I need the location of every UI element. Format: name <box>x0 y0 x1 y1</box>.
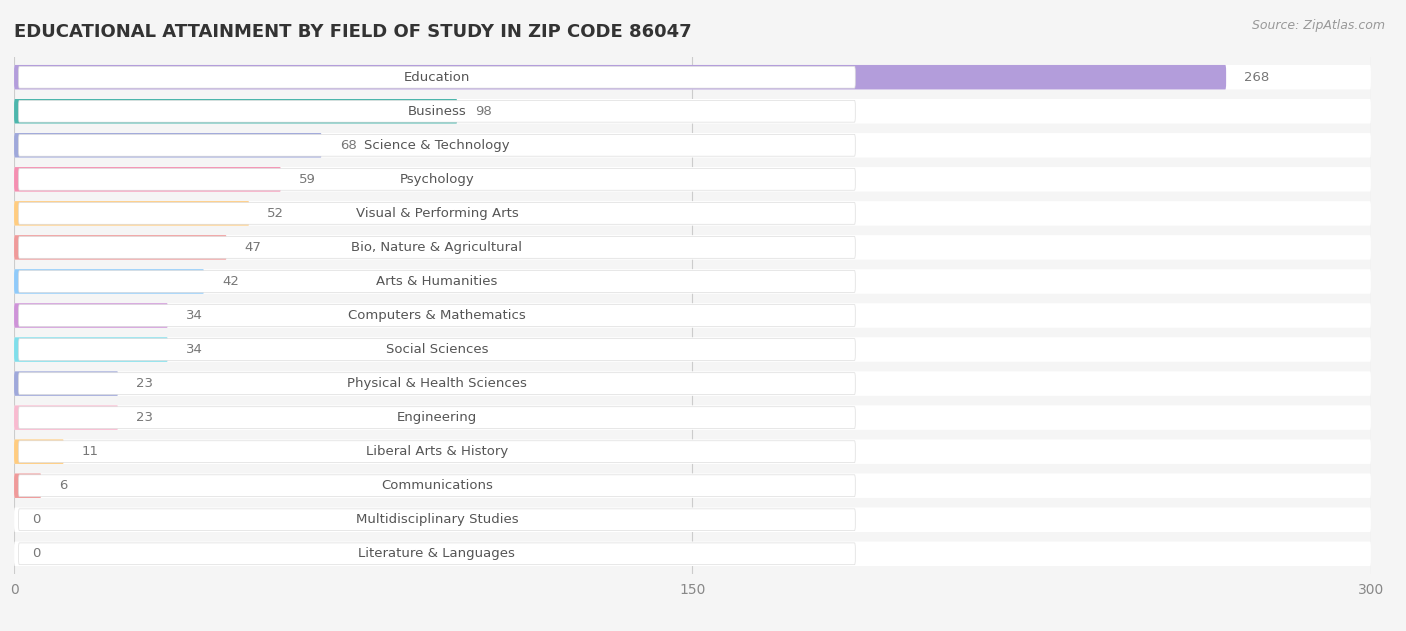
FancyBboxPatch shape <box>14 439 1371 464</box>
FancyBboxPatch shape <box>14 405 118 430</box>
FancyBboxPatch shape <box>14 99 457 124</box>
FancyBboxPatch shape <box>14 65 1371 90</box>
FancyBboxPatch shape <box>14 473 1371 498</box>
Text: Physical & Health Sciences: Physical & Health Sciences <box>347 377 527 390</box>
FancyBboxPatch shape <box>18 100 855 122</box>
FancyBboxPatch shape <box>14 99 1371 124</box>
FancyBboxPatch shape <box>18 134 855 156</box>
FancyBboxPatch shape <box>14 371 118 396</box>
Text: Communications: Communications <box>381 479 494 492</box>
FancyBboxPatch shape <box>14 405 1371 430</box>
FancyBboxPatch shape <box>14 338 1371 362</box>
FancyBboxPatch shape <box>14 269 1371 293</box>
FancyBboxPatch shape <box>14 133 1371 158</box>
Text: Education: Education <box>404 71 470 84</box>
Text: 98: 98 <box>475 105 492 118</box>
FancyBboxPatch shape <box>18 373 855 394</box>
FancyBboxPatch shape <box>18 237 855 258</box>
Text: Arts & Humanities: Arts & Humanities <box>377 275 498 288</box>
Text: 23: 23 <box>136 377 153 390</box>
FancyBboxPatch shape <box>18 271 855 292</box>
Text: Multidisciplinary Studies: Multidisciplinary Studies <box>356 513 519 526</box>
Text: 0: 0 <box>32 513 41 526</box>
FancyBboxPatch shape <box>18 168 855 190</box>
FancyBboxPatch shape <box>14 304 1371 327</box>
Text: Bio, Nature & Agricultural: Bio, Nature & Agricultural <box>352 241 523 254</box>
Text: 11: 11 <box>82 445 98 458</box>
Text: 59: 59 <box>299 173 316 186</box>
FancyBboxPatch shape <box>18 475 855 497</box>
Text: Engineering: Engineering <box>396 411 477 424</box>
FancyBboxPatch shape <box>14 473 41 498</box>
FancyBboxPatch shape <box>14 541 1371 566</box>
FancyBboxPatch shape <box>14 201 1371 226</box>
Text: 68: 68 <box>340 139 357 152</box>
Text: Literature & Languages: Literature & Languages <box>359 547 516 560</box>
FancyBboxPatch shape <box>14 269 204 293</box>
Text: 6: 6 <box>59 479 67 492</box>
Text: 268: 268 <box>1244 71 1270 84</box>
Text: Liberal Arts & History: Liberal Arts & History <box>366 445 508 458</box>
FancyBboxPatch shape <box>18 509 855 531</box>
FancyBboxPatch shape <box>14 167 281 192</box>
Text: Social Sciences: Social Sciences <box>385 343 488 356</box>
FancyBboxPatch shape <box>14 167 1371 192</box>
Text: Source: ZipAtlas.com: Source: ZipAtlas.com <box>1251 19 1385 32</box>
Text: Science & Technology: Science & Technology <box>364 139 510 152</box>
FancyBboxPatch shape <box>18 407 855 428</box>
FancyBboxPatch shape <box>14 201 249 226</box>
FancyBboxPatch shape <box>14 371 1371 396</box>
Text: 23: 23 <box>136 411 153 424</box>
Text: Computers & Mathematics: Computers & Mathematics <box>349 309 526 322</box>
FancyBboxPatch shape <box>14 235 226 260</box>
Text: 34: 34 <box>186 343 202 356</box>
FancyBboxPatch shape <box>14 304 167 327</box>
Text: Visual & Performing Arts: Visual & Performing Arts <box>356 207 519 220</box>
FancyBboxPatch shape <box>18 305 855 326</box>
FancyBboxPatch shape <box>14 507 1371 532</box>
Text: Business: Business <box>408 105 467 118</box>
FancyBboxPatch shape <box>18 203 855 224</box>
FancyBboxPatch shape <box>18 339 855 360</box>
FancyBboxPatch shape <box>14 133 322 158</box>
Text: 0: 0 <box>32 547 41 560</box>
Text: 52: 52 <box>267 207 284 220</box>
FancyBboxPatch shape <box>18 543 855 565</box>
FancyBboxPatch shape <box>14 338 167 362</box>
FancyBboxPatch shape <box>14 235 1371 260</box>
FancyBboxPatch shape <box>14 65 1226 90</box>
Text: Psychology: Psychology <box>399 173 474 186</box>
Text: 42: 42 <box>222 275 239 288</box>
FancyBboxPatch shape <box>14 439 63 464</box>
FancyBboxPatch shape <box>18 441 855 463</box>
Text: EDUCATIONAL ATTAINMENT BY FIELD OF STUDY IN ZIP CODE 86047: EDUCATIONAL ATTAINMENT BY FIELD OF STUDY… <box>14 23 692 42</box>
Text: 34: 34 <box>186 309 202 322</box>
FancyBboxPatch shape <box>18 66 855 88</box>
Text: 47: 47 <box>245 241 262 254</box>
